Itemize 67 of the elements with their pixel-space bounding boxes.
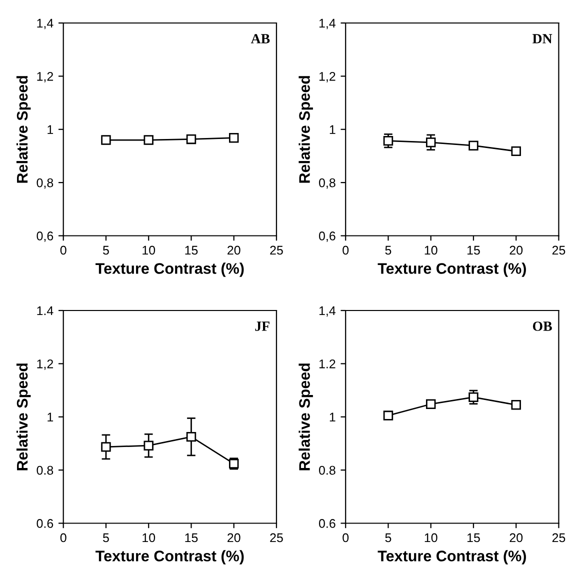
point xyxy=(144,440,154,450)
y-axis-title: Relative Speed xyxy=(16,76,31,183)
x-axis-title: Texture Contrast (%) xyxy=(96,550,244,564)
y-tick-label: 1 xyxy=(48,412,54,422)
y-tick-label: 1,4 xyxy=(37,18,54,30)
x-tick-label: 20 xyxy=(510,533,523,542)
y-tick-label: 1 xyxy=(330,412,336,422)
x-tick-label: 25 xyxy=(552,246,566,255)
y-tick-label: 0.8 xyxy=(318,466,336,475)
x-tick-label: 5 xyxy=(103,533,109,542)
x-tick-label: 25 xyxy=(270,533,283,542)
y-axis-title: Relative Speed xyxy=(298,364,313,470)
x-axis-title: Texture Contrast (%) xyxy=(96,262,244,277)
point xyxy=(186,432,196,442)
point xyxy=(511,146,521,156)
x-tick-label: 10 xyxy=(142,246,156,255)
y-tick-label: 0.6 xyxy=(318,519,336,528)
y-tick-label: 1.2 xyxy=(319,359,336,368)
point xyxy=(511,400,521,410)
x-tick-label: 0 xyxy=(60,533,66,542)
point xyxy=(426,399,436,409)
y-tick-label: 1 xyxy=(330,125,336,134)
y-tick-label: 1 xyxy=(48,125,54,134)
x-tick-label: 0 xyxy=(342,246,349,255)
y-tick-label: 0,8 xyxy=(36,178,54,189)
y-tick-label: 1.4 xyxy=(37,306,54,316)
annotation: AB xyxy=(250,34,270,44)
annotation: JF xyxy=(255,322,270,331)
annotation: OB xyxy=(532,322,552,331)
point xyxy=(426,138,436,148)
x-tick-label: 5 xyxy=(385,533,392,542)
x-tick-label: 25 xyxy=(552,533,566,542)
annotation: DN xyxy=(532,34,552,44)
y-tick-label: 1,2 xyxy=(37,72,54,82)
x-axis-title: Texture Contrast (%) xyxy=(378,550,526,564)
y-tick-label: 0.6 xyxy=(36,519,54,528)
point xyxy=(468,392,478,402)
y-tick-label: 0,8 xyxy=(318,178,336,189)
x-tick-label: 15 xyxy=(185,533,198,542)
x-tick-label: 10 xyxy=(142,533,156,542)
x-tick-label: 10 xyxy=(424,246,438,255)
x-tick-label: 10 xyxy=(424,533,438,542)
y-tick-label: 1,4 xyxy=(319,18,336,30)
x-tick-label: 0 xyxy=(60,246,66,255)
y-axis-title: Relative Speed xyxy=(16,364,31,470)
x-tick-label: 15 xyxy=(185,246,198,255)
x-tick-label: 20 xyxy=(228,246,240,255)
x-tick-label: 0 xyxy=(342,533,349,542)
point xyxy=(383,136,394,146)
x-tick-label: 5 xyxy=(385,246,392,255)
x-tick-label: 20 xyxy=(510,246,523,255)
point xyxy=(468,140,478,150)
y-tick-label: 1,4 xyxy=(319,306,336,317)
y-tick-label: 0.8 xyxy=(36,466,54,475)
x-tick-label: 5 xyxy=(103,246,109,255)
x-tick-label: 15 xyxy=(467,246,480,255)
y-tick-label: 0,6 xyxy=(318,232,336,242)
x-tick-label: 25 xyxy=(270,246,283,255)
y-tick-label: 1,2 xyxy=(37,359,54,370)
x-axis-title: Texture Contrast (%) xyxy=(378,262,526,277)
point xyxy=(383,410,394,420)
y-tick-label: 1,2 xyxy=(319,72,336,82)
x-tick-label: 15 xyxy=(467,533,480,542)
y-tick-label: 0,6 xyxy=(36,232,54,242)
y-axis-title: Relative Speed xyxy=(298,76,313,183)
point xyxy=(101,442,111,452)
x-tick-label: 20 xyxy=(228,533,240,542)
